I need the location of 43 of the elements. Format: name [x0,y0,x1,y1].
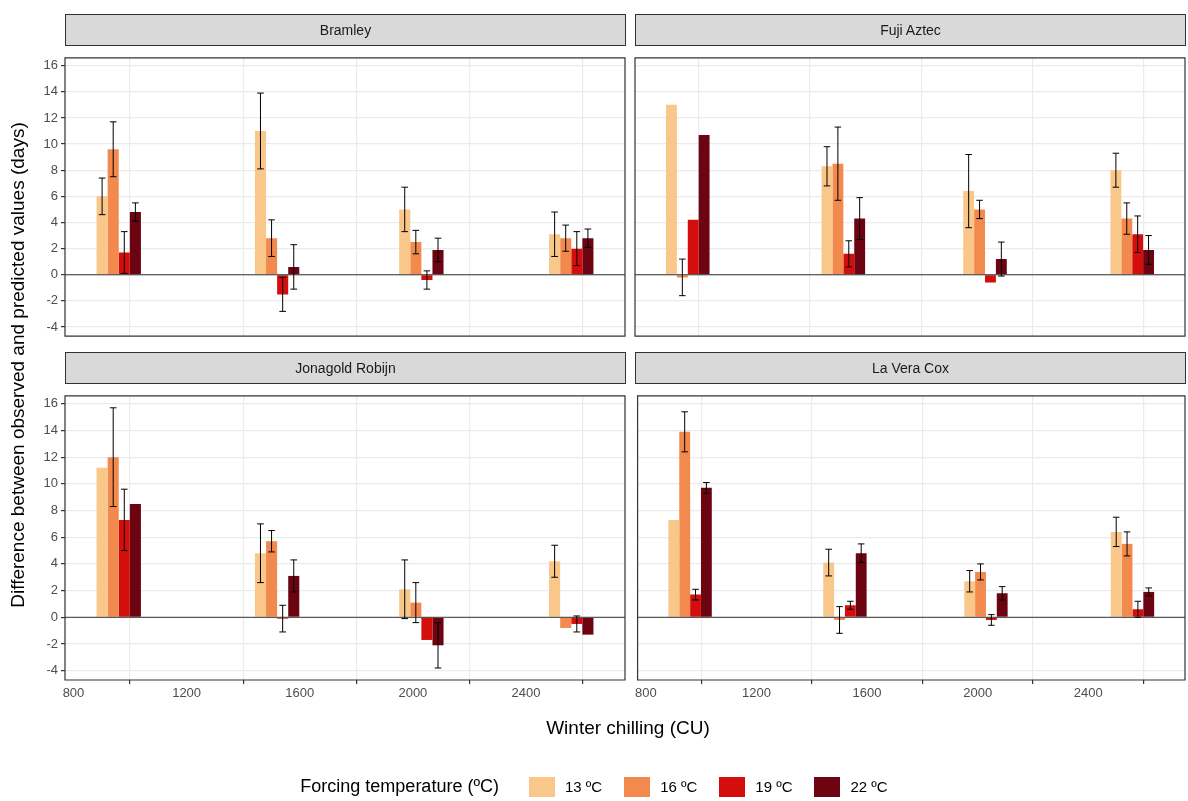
x-tick-label: 1600 [852,685,882,701]
legend-label: 13 ºC [564,778,603,795]
y-axis-title: Difference between observed and predicted values (days) [7,122,29,608]
y-tick-label: -4 [46,318,58,334]
y-tick-label: 16 [43,57,58,73]
y-tick-label: 6 [50,528,58,544]
y-tick-label: 10 [43,135,58,151]
x-tick-label: 800 [635,685,657,701]
legend-label: 16 ºC [660,778,698,795]
y-tick-label: 10 [43,475,58,491]
y-tick-label: -2 [46,635,58,651]
y-tick-label: 8 [50,161,58,177]
y-tick-label: 0 [50,266,58,282]
chart-title: Bramley [65,14,626,46]
y-tick-label: 14 [43,422,58,438]
y-tick-label: 2 [50,582,58,598]
x-tick-label: 2000 [963,685,993,701]
x-tick-label: 1200 [742,685,771,701]
y-tick-label: 4 [50,214,58,230]
y-tick-label: 16 [43,395,58,411]
y-tick-label: 6 [50,187,58,203]
x-tick-label: 2400 [511,685,541,701]
y-tick-label: -4 [46,662,58,678]
y-tick-label: 4 [50,555,58,571]
x-tick-label: 1200 [172,685,202,701]
x-tick-label: 1600 [285,685,315,701]
chart-title: La Vera Cox [635,352,1186,384]
y-tick-label: 2 [50,240,58,256]
y-tick-label: 8 [50,502,58,518]
chart-title: Fuji Aztec [635,14,1186,46]
x-tick-label: 2400 [1073,685,1103,701]
legend-title: Forcing temperature (ºC) [300,776,499,797]
x-tick-label: 800 [62,685,85,701]
y-tick-label: -2 [46,292,58,308]
y-tick-label: 12 [43,109,58,125]
y-tick-label: 0 [50,608,58,624]
y-tick-label: 14 [43,83,58,99]
legend-label: 19 ºC [755,778,793,795]
x-tick-label: 2000 [398,685,428,701]
x-axis-title: Winter chilling (CU) [546,717,710,739]
legend-label: 22 ºC [850,778,888,795]
chart-title: Jonagold Robijn [65,352,626,384]
y-tick-label: 12 [43,448,58,464]
